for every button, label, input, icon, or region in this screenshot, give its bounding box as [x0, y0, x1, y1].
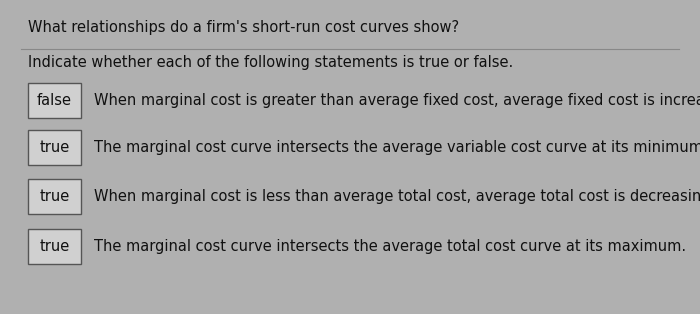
FancyBboxPatch shape [28, 229, 80, 264]
FancyBboxPatch shape [28, 83, 80, 118]
Text: Indicate whether each of the following statements is true or false.: Indicate whether each of the following s… [28, 55, 513, 70]
Text: true: true [39, 239, 69, 254]
Text: The marginal cost curve intersects the average variable cost curve at its minimu: The marginal cost curve intersects the a… [94, 140, 700, 155]
FancyBboxPatch shape [28, 179, 80, 214]
Text: true: true [39, 140, 69, 155]
Text: false: false [36, 93, 71, 108]
Text: What relationships do a firm's short-run cost curves show?: What relationships do a firm's short-run… [28, 20, 459, 35]
Text: true: true [39, 189, 69, 204]
Text: The marginal cost curve intersects the average total cost curve at its maximum.: The marginal cost curve intersects the a… [94, 239, 687, 254]
FancyBboxPatch shape [28, 130, 80, 165]
Text: When marginal cost is less than average total cost, average total cost is decrea: When marginal cost is less than average … [94, 189, 700, 204]
Text: When marginal cost is greater than average fixed cost, average fixed cost is inc: When marginal cost is greater than avera… [94, 93, 700, 108]
